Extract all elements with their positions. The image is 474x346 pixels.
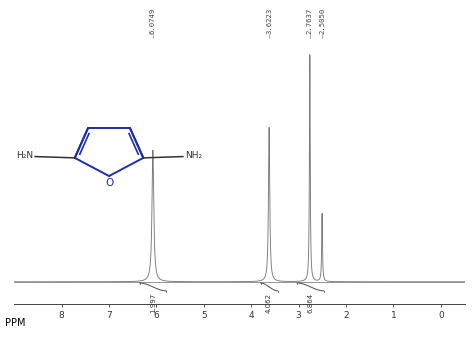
Text: O: O — [105, 178, 113, 188]
X-axis label: PPM: PPM — [5, 318, 26, 328]
Text: 1.997: 1.997 — [150, 293, 156, 313]
Text: 4.062: 4.062 — [266, 293, 272, 313]
Text: 6.864: 6.864 — [308, 293, 313, 313]
Text: 2.5050: 2.5050 — [319, 8, 325, 35]
Text: H₂N: H₂N — [16, 151, 33, 160]
Text: 3.6223: 3.6223 — [266, 8, 272, 35]
Text: 6.0749: 6.0749 — [150, 8, 156, 35]
Text: NH₂: NH₂ — [185, 151, 202, 160]
Text: 2.7637: 2.7637 — [307, 8, 313, 35]
